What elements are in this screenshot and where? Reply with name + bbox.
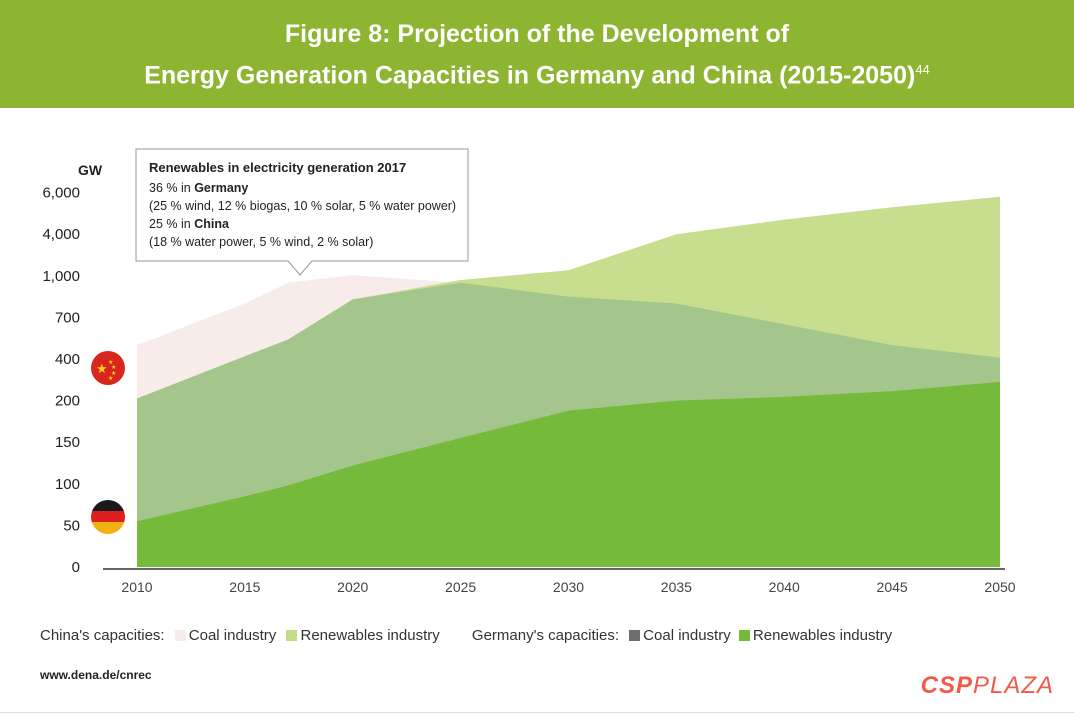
star-icon: ★ (111, 364, 116, 371)
y-tick-label: 400 (55, 351, 80, 368)
callout-germany-detail: (25 % wind, 12 % biogas, 10 % solar, 5 %… (149, 199, 457, 213)
callout-germany-label: Germany (194, 181, 249, 195)
callout-china-share: 25 % in (149, 217, 191, 231)
x-tick-label: 2035 (661, 579, 692, 595)
y-tick-label: 150 (55, 434, 80, 451)
legend-china-coal: Coal industry (188, 627, 277, 644)
legend-germany-title: Germany's capacities: (471, 627, 619, 644)
x-tick-label: 2030 (553, 579, 584, 595)
x-tick-label: 2040 (769, 579, 800, 595)
figure-title-line1: Figure 8: Projection of the Development … (284, 20, 790, 48)
figure-title-banner: Figure 8: Projection of the Development … (0, 0, 1074, 108)
legend-swatch-germany-renew (738, 630, 750, 641)
y-axis-ticks: 0 50 100 150 200 400 700 1,000 4,000 6,000 (42, 185, 80, 576)
callout-title: Renewables in electricity generation 201… (149, 160, 407, 175)
legend: China's capacities: Coal industry Renewa… (40, 627, 920, 644)
legend-swatch-china-coal (174, 630, 186, 641)
star-icon: ★ (111, 370, 116, 377)
brand-thin: PLAZA (972, 672, 1054, 699)
star-icon: ★ (96, 361, 108, 376)
star-icon: ★ (108, 375, 113, 382)
callout-germany-line: 36 % in Germany (136, 179, 468, 197)
y-tick-label: 100 (55, 476, 80, 493)
x-tick-label: 2020 (337, 579, 368, 595)
source-url: www.dena.de/cnrec (40, 668, 152, 682)
y-tick-label: 50 (63, 517, 80, 534)
brand-bold: CSP (920, 672, 973, 699)
y-tick-label: 6,000 (42, 185, 80, 202)
brand-logo: CSPPLAZA (921, 672, 1054, 700)
legend-china-title: China's capacities: (40, 627, 165, 644)
y-tick-label: 200 (55, 393, 80, 410)
legend-china-group: China's capacities: Coal industry Renewa… (40, 627, 444, 644)
x-tick-label: 2050 (984, 579, 1015, 595)
y-tick-label: 4,000 (42, 226, 80, 243)
star-icon: ★ (108, 359, 113, 366)
x-tick-label: 2010 (121, 579, 152, 595)
y-tick-label: 1,000 (42, 268, 80, 285)
y-tick-label: 0 (72, 559, 80, 576)
legend-germany-renew: Renewables industry (752, 627, 893, 644)
callout-china-label: China (194, 217, 229, 231)
callout-germany-share: 36 % in (149, 181, 191, 195)
y-axis-label: GW (78, 162, 103, 178)
legend-swatch-china-renew (286, 630, 298, 641)
x-axis-ticks: 2010 2015 2020 2025 2030 2035 2040 2045 2050 (121, 579, 1015, 595)
renewables-callout: Renewables in electricity generation 201… (136, 149, 468, 261)
area-germany-renewables (137, 381, 1000, 567)
x-tick-label: 2045 (877, 579, 908, 595)
callout-china-line: 25 % in China (136, 215, 468, 233)
chart-areas (137, 196, 1000, 568)
figure-title-line2-text: Energy Generation Capacities in Germany … (144, 61, 916, 90)
footnote-ref: 44 (915, 62, 930, 77)
legend-germany-coal: Coal industry (643, 627, 731, 644)
callout-china-detail: (18 % water power, 5 % wind, 2 % solar) (149, 235, 374, 249)
germany-flag (91, 500, 125, 534)
china-flag: ★ ★ ★ ★ ★ (91, 351, 125, 385)
bottom-divider (0, 712, 1074, 713)
figure-title-line2: Energy Generation Capacities in Germany … (0, 52, 1074, 93)
legend-swatch-germany-coal (629, 630, 641, 641)
legend-china-renew: Renewables industry (300, 627, 440, 644)
x-tick-label: 2015 (229, 579, 260, 595)
callout-box-shape (135, 148, 469, 276)
y-tick-label: 700 (55, 309, 80, 326)
legend-germany-group: Germany's capacities: Coal industry Rene… (472, 627, 892, 644)
x-tick-label: 2025 (445, 579, 476, 595)
